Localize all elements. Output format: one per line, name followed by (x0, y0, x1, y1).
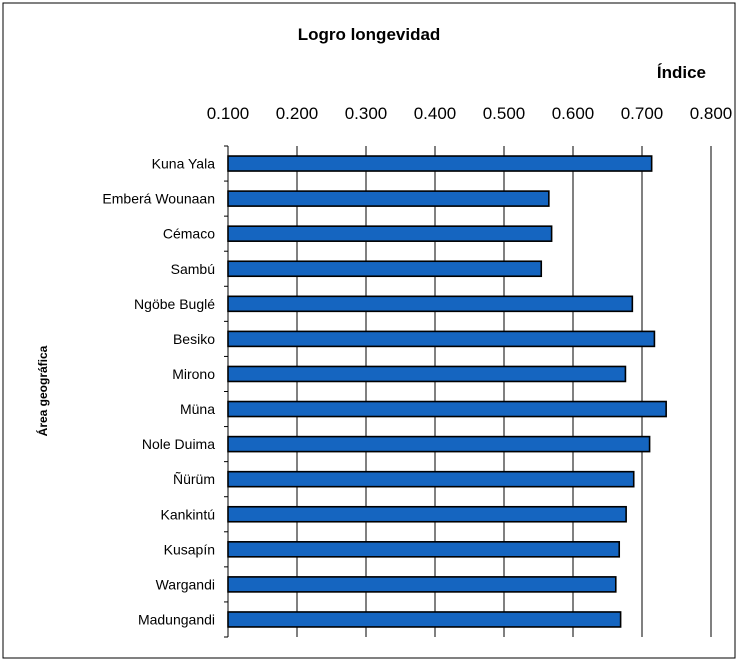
category-label: Wargandi (156, 576, 215, 592)
x-tick-label: 0.800 (690, 104, 733, 123)
chart-title: Logro longevidad (298, 25, 441, 44)
bar (227, 260, 543, 278)
category-label: Sambú (171, 261, 215, 277)
x-axis-label: Índice (657, 63, 706, 82)
category-labels: Kuna Yala Emberá Wounaan Cémaco Sambú Ngöbe … (102, 156, 215, 628)
bar (227, 295, 634, 313)
bar (227, 611, 622, 628)
category-label: Müna (180, 401, 215, 417)
bars (227, 155, 667, 628)
bar (227, 155, 653, 172)
x-tick-label: 0.100 (207, 104, 250, 123)
category-label: Kusapín (164, 541, 215, 557)
bar (227, 541, 621, 558)
category-label: Ñürüm (173, 471, 215, 487)
category-label: Mirono (172, 366, 215, 382)
bar (227, 505, 627, 523)
category-label: Madungandi (138, 611, 215, 627)
bar (227, 435, 651, 453)
bar (227, 365, 627, 383)
bar (227, 190, 550, 207)
y-axis-label: Área geográfica (35, 345, 50, 436)
category-label: Kuna Yala (152, 156, 216, 172)
category-label: Emberá Wounaan (102, 191, 215, 207)
x-tick-label: 0.500 (483, 104, 526, 123)
category-label: Ngöbe Buglé (134, 296, 215, 312)
x-tick-label: 0.300 (345, 104, 388, 123)
category-label: Nole Duima (142, 436, 215, 452)
x-tick-labels: 0.100 0.200 0.300 0.400 0.500 0.600 0.700 0.800 (207, 104, 733, 123)
category-label: Besiko (173, 331, 215, 347)
category-label: Cémaco (163, 226, 215, 242)
x-tick-label: 0.600 (552, 104, 595, 123)
bar (227, 400, 667, 418)
x-tick-label: 0.400 (414, 104, 457, 123)
bar (227, 470, 635, 488)
category-label: Kankintú (161, 506, 215, 522)
x-tick-label: 0.700 (621, 104, 664, 123)
x-tick-label: 0.200 (276, 104, 319, 123)
bar (227, 225, 553, 242)
bar (227, 330, 656, 348)
bar (227, 576, 617, 593)
